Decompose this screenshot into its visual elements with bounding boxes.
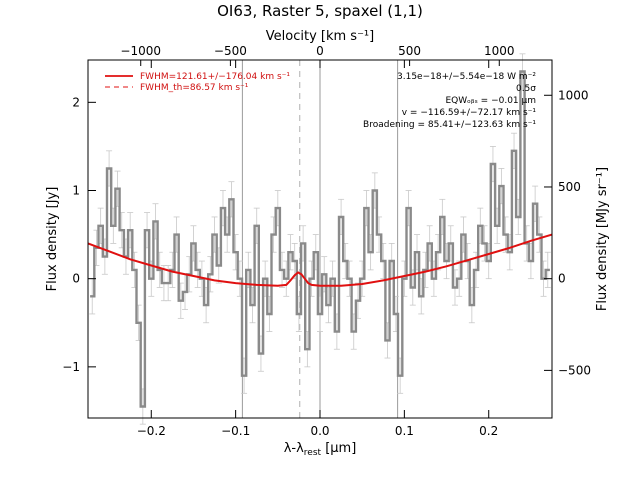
y-tick-label: 1 [72, 184, 80, 198]
right-tick-label: 500 [558, 180, 581, 194]
fit-annotations: 3.15e−18+/−5.54e−18 W m⁻² 0.5σ EQWₒᵦₛ = … [363, 72, 536, 130]
chart-title: OI63, Raster 5, spaxel (1,1) [217, 2, 423, 20]
right-tick-label: 0 [558, 272, 566, 286]
legend-entry-fwhm-th: FWHM_th=86.57 km s⁻¹ [140, 83, 249, 93]
top-tick-label: 0 [316, 44, 324, 58]
x-tick-label: 0.1 [395, 424, 414, 438]
legend-entry-fwhm: FWHM=121.61+/−176.04 km s⁻¹ [140, 72, 290, 82]
top-tick-label: −500 [214, 44, 247, 58]
x-tick-label: −0.2 [137, 424, 166, 438]
right-axis: −500 0 500 1000 [544, 88, 591, 377]
y-axis: −1 0 1 2 [62, 95, 96, 374]
top-tick-label: 1000 [484, 44, 515, 58]
x-axis: −0.2 −0.1 0.0 0.1 0.2 [137, 60, 498, 438]
top-axis-label: Velocity [km s⁻¹] [266, 29, 374, 44]
annotation-velocity: v = −116.59+/−72.17 km s⁻¹ [402, 108, 537, 118]
y-tick-label: 0 [72, 272, 80, 286]
y-tick-label: 2 [72, 95, 80, 109]
top-axis: −1000 −500 0 500 1000 [120, 44, 515, 66]
right-axis-label: Flux density [MJy sr⁻¹] [595, 167, 610, 311]
x-tick-label: −0.1 [221, 424, 250, 438]
x-tick-label: 0.0 [310, 424, 329, 438]
top-tick-label: 500 [398, 44, 421, 58]
annotation-eqw: EQWₒᵦₛ = −0.01 μm [445, 96, 536, 106]
right-tick-label: 1000 [558, 88, 589, 102]
fit-line [87, 233, 553, 287]
x-tick-label: 0.2 [479, 424, 498, 438]
spectrum-series [89, 53, 551, 425]
right-tick-label: −500 [558, 363, 591, 377]
top-tick-label: −1000 [120, 44, 161, 58]
fit-series [87, 233, 553, 287]
annotation-broadening: Broadening = 85.41+/−123.63 km s⁻¹ [363, 120, 536, 130]
spectrum-line [90, 70, 550, 408]
y-axis-label: Flux density [Jy] [45, 187, 60, 292]
y-tick-label: −1 [62, 360, 80, 374]
annotation-flux: 3.15e−18+/−5.54e−18 W m⁻² [397, 72, 536, 82]
annotation-sigma: 0.5σ [516, 84, 536, 94]
reference-lines [241, 60, 399, 418]
x-axis-label: λ-λrest [μm] [284, 441, 357, 458]
legend: FWHM=121.61+/−176.04 km s⁻¹ FWHM_th=86.5… [105, 72, 290, 93]
